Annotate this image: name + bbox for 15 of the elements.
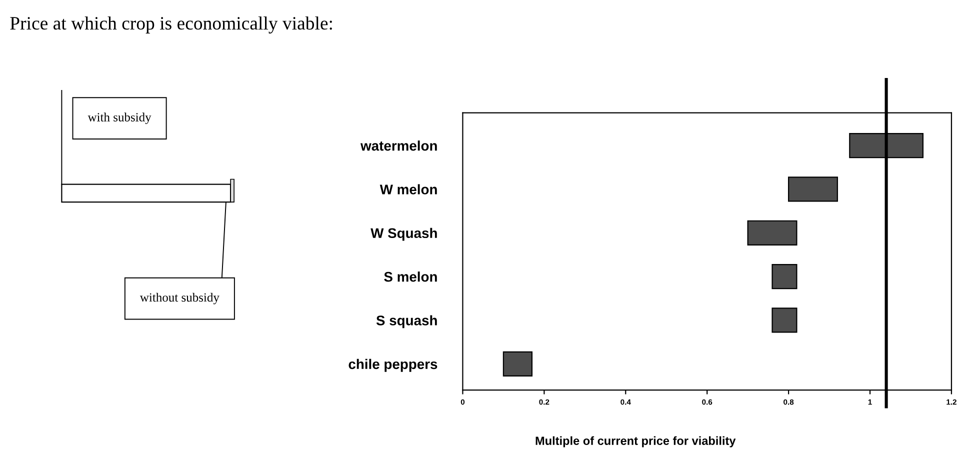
y-tick-label: W melon (380, 184, 437, 194)
text: without subsidy (140, 292, 220, 304)
y-tick-label: W Squash (370, 228, 437, 241)
x-axis-title: Multiple of current price for viability (536, 436, 736, 448)
y-tick-label: chile peppers (348, 358, 438, 372)
bar (772, 264, 798, 290)
y-tick-label: S squash (376, 315, 437, 328)
bar (747, 220, 798, 246)
bar (772, 308, 798, 333)
y-tick-label: watermelon (360, 140, 437, 151)
text: with subsidy (88, 112, 152, 124)
bar (502, 351, 533, 376)
bar (788, 176, 838, 202)
y-tick-label: S melon (384, 272, 437, 282)
text: Price at which crop is economically viable: (10, 16, 332, 34)
